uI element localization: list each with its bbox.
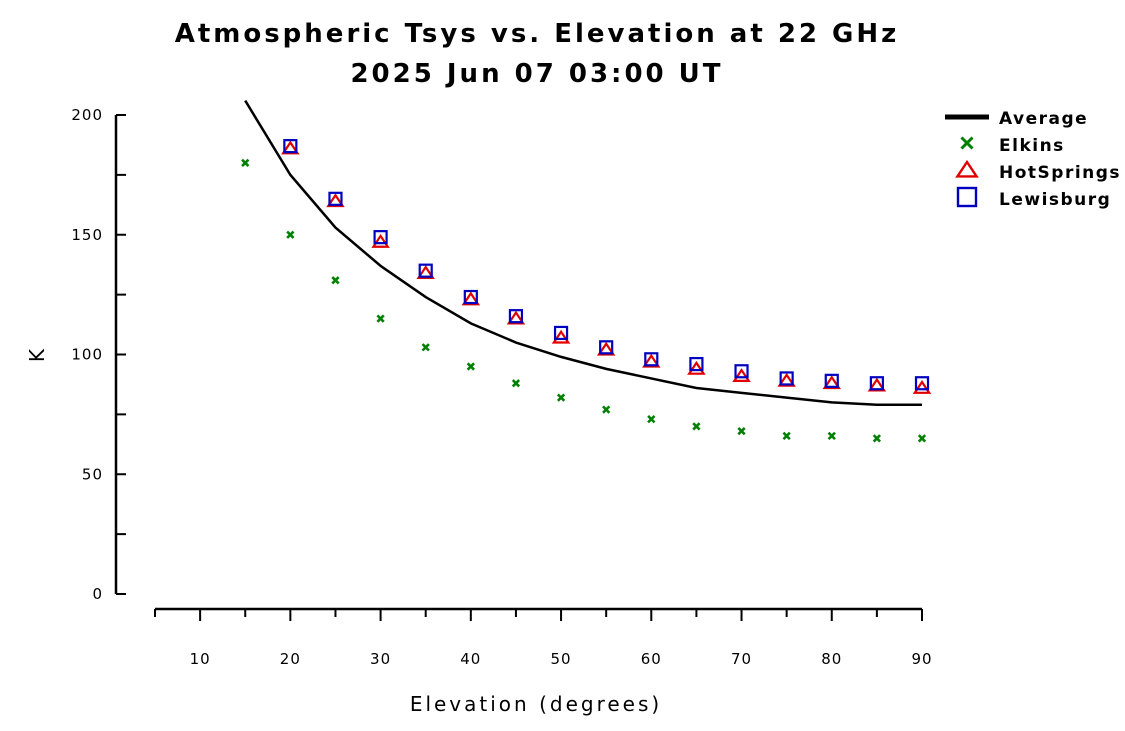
hotsprings-point	[506, 310, 526, 325]
elkins-point	[602, 405, 611, 414]
hotsprings-point	[416, 265, 435, 279]
lewisburg-point	[373, 230, 388, 245]
lewisburg-point	[599, 340, 614, 355]
legend: Average Elkins HotSprings Lewisburg	[945, 109, 1121, 210]
elkins-point	[647, 415, 656, 424]
hotsprings-point	[371, 233, 390, 248]
elkins-point	[827, 431, 836, 441]
hotsprings-point	[281, 140, 300, 155]
elkins-point	[466, 362, 475, 371]
elkins-point	[421, 343, 430, 352]
average-line	[244, 100, 922, 407]
legend-item-lewisburg: Lewisburg	[956, 186, 1111, 210]
legend-item-elkins: Elkins	[960, 136, 1065, 156]
legend-square-swatch	[956, 186, 978, 208]
lewisburg-point	[824, 373, 839, 388]
x-tick-label: 30	[370, 650, 391, 668]
legend-label: Elkins	[999, 136, 1065, 156]
x-tick-label: 80	[821, 650, 842, 668]
hotsprings-point	[461, 291, 481, 306]
lewisburg-point	[328, 191, 343, 206]
hotsprings-point	[822, 375, 842, 390]
lewisburg-point	[689, 356, 704, 372]
lewisburg-point	[779, 371, 794, 386]
lewisburg-point	[734, 364, 749, 379]
lewisburg-point	[644, 352, 659, 367]
lewisburg-point	[508, 309, 524, 324]
elkins-point	[737, 427, 746, 436]
lewisburg-point	[869, 376, 884, 391]
hotsprings-point	[326, 193, 345, 208]
y-axis-label: K	[25, 346, 49, 362]
hotsprings-point	[642, 353, 661, 368]
legend-label: Average	[999, 109, 1088, 129]
hotsprings-point	[732, 368, 751, 382]
chart-subtitle: 2025 Jun 07 03:00 UT	[350, 59, 723, 89]
lewisburg-point	[553, 325, 569, 341]
x-axis: 10 20 30 40 50 60 70 80 90	[154, 607, 932, 668]
hotsprings-point	[687, 360, 706, 375]
legend-x-swatch	[960, 136, 974, 150]
x-tick-label: 10	[190, 650, 211, 668]
y-tick-label: 0	[92, 585, 103, 603]
elkins-point	[241, 158, 250, 168]
legend-label: HotSprings	[999, 163, 1121, 183]
elkins-point	[376, 314, 385, 323]
x-tick-label: 20	[280, 650, 301, 668]
elkins-point	[872, 434, 881, 443]
y-axis: 0 50 100 150 200	[71, 106, 126, 603]
legend-label: Lewisburg	[999, 190, 1111, 210]
y-tick-label: 150	[71, 226, 103, 244]
chart-title: Atmospheric Tsys vs. Elevation at 22 GHz	[175, 19, 900, 49]
elkins-point	[331, 276, 340, 285]
elkins-point	[556, 393, 566, 402]
y-ticks: 0 50 100 150 200	[71, 106, 126, 603]
hotsprings-point	[912, 380, 932, 394]
x-tick-label: 90	[911, 650, 932, 668]
plot-area	[241, 100, 932, 443]
elkins-point	[692, 422, 701, 431]
x-ticks: 10 20 30 40 50 60 70 80 90	[154, 609, 932, 668]
hotsprings-point	[867, 377, 887, 392]
x-axis-label: Elevation (degrees)	[410, 692, 662, 716]
elkins-point	[917, 434, 927, 443]
lewisburg-point	[463, 289, 478, 305]
lewisburg-point	[914, 376, 930, 391]
x-tick-label: 60	[641, 650, 662, 668]
series-elkins	[241, 158, 927, 443]
hotsprings-point	[777, 372, 796, 387]
legend-item-hotsprings: HotSprings	[955, 159, 1121, 183]
x-tick-label: 40	[460, 650, 481, 668]
series-hotsprings	[281, 140, 932, 394]
hotsprings-point	[551, 329, 571, 344]
elkins-point	[782, 431, 791, 441]
y-tick-label: 200	[71, 106, 103, 124]
lewisburg-point	[283, 139, 298, 154]
legend-triangle-swatch	[955, 159, 979, 178]
series-lewisburg	[283, 139, 930, 391]
lewisburg-point	[418, 263, 433, 278]
y-tick-label: 100	[71, 346, 103, 364]
hotsprings-point	[596, 341, 616, 356]
elkins-point	[286, 230, 295, 239]
series-average	[244, 100, 922, 407]
x-tick-label: 70	[731, 650, 752, 668]
legend-item-average: Average	[945, 109, 1088, 129]
elkins-point	[511, 379, 521, 388]
y-tick-label: 50	[82, 465, 103, 483]
x-tick-label: 50	[551, 650, 572, 668]
